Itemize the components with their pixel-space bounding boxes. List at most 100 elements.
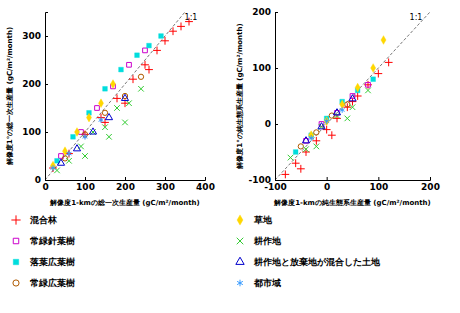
legend-label: 常緑針葉樹 bbox=[30, 236, 75, 246]
tick: 200 bbox=[116, 177, 135, 192]
point bbox=[350, 104, 356, 110]
tick: 100 bbox=[76, 177, 95, 192]
tick-mark bbox=[85, 177, 86, 180]
tick-mark bbox=[275, 180, 278, 181]
point bbox=[159, 34, 164, 39]
tick: 100 bbox=[252, 63, 278, 73]
tick-mark bbox=[45, 132, 48, 133]
tick: 100 bbox=[22, 127, 48, 137]
legend-item: 常緑広葉樹 bbox=[13, 278, 75, 288]
x-axis-title: 解像度1-kmの純生態系生産量 (gC/m²/month) bbox=[273, 198, 431, 207]
legend-marker bbox=[13, 280, 19, 286]
axis-line bbox=[276, 177, 431, 181]
tick: 300 bbox=[22, 31, 48, 41]
series bbox=[288, 88, 371, 161]
x-axis: -1000100200 bbox=[264, 177, 440, 192]
tick-label: 0 bbox=[42, 182, 48, 192]
legend-label: 混合林 bbox=[29, 215, 58, 225]
series bbox=[298, 102, 350, 149]
tick-label: 100 bbox=[369, 182, 388, 192]
point bbox=[129, 75, 137, 83]
legend-marker bbox=[237, 215, 243, 225]
tick-label: 400 bbox=[196, 182, 215, 192]
point bbox=[312, 137, 320, 145]
tick-label: 200 bbox=[116, 182, 135, 192]
point bbox=[314, 144, 320, 150]
point bbox=[334, 113, 340, 119]
tick: 0 bbox=[35, 175, 48, 185]
point bbox=[297, 165, 305, 173]
tick: 0 bbox=[324, 177, 330, 192]
series bbox=[302, 95, 356, 143]
point bbox=[62, 147, 67, 156]
tick-label: 100 bbox=[22, 127, 41, 137]
point bbox=[355, 83, 360, 92]
series bbox=[49, 18, 193, 172]
point bbox=[366, 82, 371, 87]
legend-label: 落葉広葉樹 bbox=[29, 257, 75, 267]
tick-mark bbox=[205, 177, 206, 180]
point bbox=[127, 62, 132, 67]
tick-label: 300 bbox=[156, 182, 175, 192]
point bbox=[288, 155, 294, 161]
tick-mark bbox=[275, 68, 278, 69]
point bbox=[345, 102, 350, 107]
series bbox=[304, 82, 371, 143]
point bbox=[135, 53, 140, 58]
tick-mark bbox=[45, 84, 48, 85]
point bbox=[49, 164, 57, 172]
tick: 200 bbox=[421, 177, 440, 192]
one-to-one-line bbox=[45, 12, 185, 180]
y-axis-title: 解像度1°の総一次生産量 (gC/m²/month) bbox=[5, 27, 14, 166]
point bbox=[74, 128, 79, 137]
series bbox=[62, 74, 143, 161]
legend-marker bbox=[236, 257, 244, 264]
figure: 0 100 200 300 400 0 100 200 300 解像度1-kmの総一次生産量 (g… bbox=[0, 0, 460, 313]
legend-item: 耕作地 bbox=[237, 236, 282, 246]
point bbox=[106, 134, 112, 140]
series bbox=[309, 36, 386, 140]
legend-marker bbox=[237, 280, 243, 287]
point bbox=[143, 48, 148, 53]
tick-label: 200 bbox=[252, 7, 271, 17]
annotation: 1:1 bbox=[185, 13, 198, 22]
point bbox=[281, 170, 289, 178]
tick-mark bbox=[45, 180, 48, 181]
point bbox=[324, 117, 329, 126]
series bbox=[309, 107, 345, 141]
legend-item: 草地 bbox=[237, 215, 273, 226]
point bbox=[51, 165, 56, 171]
point bbox=[302, 137, 309, 143]
legend-item: 混合林 bbox=[11, 215, 58, 225]
tick-label: 300 bbox=[22, 31, 41, 41]
tick-label: -100 bbox=[248, 175, 271, 185]
point bbox=[333, 109, 340, 115]
point bbox=[99, 117, 104, 123]
point bbox=[110, 80, 115, 89]
axis-line bbox=[46, 13, 49, 181]
point bbox=[147, 43, 152, 48]
point bbox=[102, 124, 108, 130]
point bbox=[83, 134, 88, 140]
point bbox=[365, 88, 371, 94]
point bbox=[385, 58, 393, 66]
point bbox=[113, 94, 121, 102]
legend-label: 都市域 bbox=[253, 278, 281, 288]
point bbox=[349, 95, 356, 101]
point bbox=[71, 134, 76, 139]
annotation: 1:1 bbox=[410, 13, 423, 22]
legend-item: 落葉広葉樹 bbox=[13, 257, 75, 267]
x-axis-title: 解像度1-kmの総一次生産量 (gC/m²/month) bbox=[49, 198, 200, 207]
tick: 0 bbox=[265, 119, 278, 129]
tick-label: 100 bbox=[76, 182, 95, 192]
y-axis-title: 解像度1°の純生態系生産量 (gC/m²/month) bbox=[235, 23, 244, 169]
point bbox=[328, 131, 336, 139]
point bbox=[177, 22, 185, 30]
point bbox=[145, 66, 153, 74]
point bbox=[141, 61, 149, 69]
point bbox=[89, 128, 96, 134]
tick-label: 0 bbox=[324, 182, 330, 192]
point bbox=[364, 81, 372, 89]
axis-line bbox=[46, 177, 206, 181]
tick-label: 0 bbox=[265, 119, 271, 129]
